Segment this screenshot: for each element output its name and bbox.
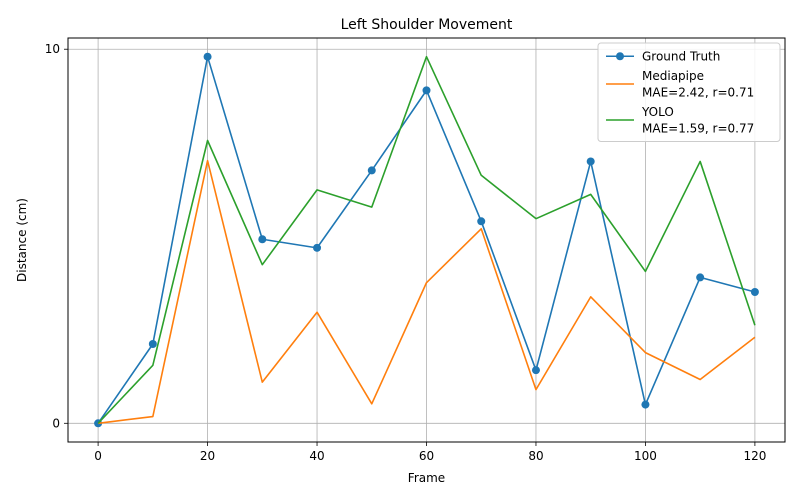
data-point	[641, 400, 650, 409]
data-point	[313, 243, 322, 252]
series-line-1	[98, 159, 756, 425]
x-tick-label: 120	[743, 449, 766, 463]
x-tick-label: 0	[94, 449, 102, 463]
x-tick-label: 80	[528, 449, 543, 463]
data-point	[586, 157, 595, 166]
data-point	[203, 52, 212, 61]
legend-label-2-line-0: YOLO	[641, 105, 674, 119]
series-layer	[94, 52, 759, 428]
x-tick-label: 100	[634, 449, 657, 463]
data-point	[477, 217, 486, 226]
data-point	[148, 339, 157, 348]
axis-ticks: 0 20 40 60 80 100 120 0 10	[45, 42, 767, 463]
legend-label-2-line-1: MAE=1.59, r=0.77	[642, 122, 754, 136]
legend-box	[597, 42, 781, 142]
data-point	[696, 273, 705, 282]
data-point	[258, 235, 267, 244]
legend-label-0-line-0: Ground Truth	[642, 50, 720, 64]
y-axis-title: Distance (cm)	[15, 198, 29, 282]
series-line-2	[97, 55, 756, 424]
data-point	[367, 166, 376, 175]
data-point	[531, 366, 540, 375]
legend-label-1-line-0: Mediapipe	[642, 69, 704, 83]
legend: Ground Truth Mediapipe MAE=2.42, r=0.71 YOL…	[597, 42, 781, 142]
x-tick-label: 40	[309, 449, 324, 463]
x-axis-title: Frame	[408, 471, 445, 485]
y-tick-label: 0	[52, 416, 60, 430]
legend-marker-0	[616, 52, 624, 61]
legend-label-1-line-1: MAE=2.42, r=0.71	[642, 86, 754, 100]
x-tick-label: 20	[200, 449, 215, 463]
data-point	[750, 287, 759, 296]
data-point	[422, 86, 431, 95]
x-tick-label: 60	[419, 449, 434, 463]
chart-title: Left Shoulder Movement	[341, 17, 513, 33]
y-tick-label: 10	[45, 42, 60, 56]
